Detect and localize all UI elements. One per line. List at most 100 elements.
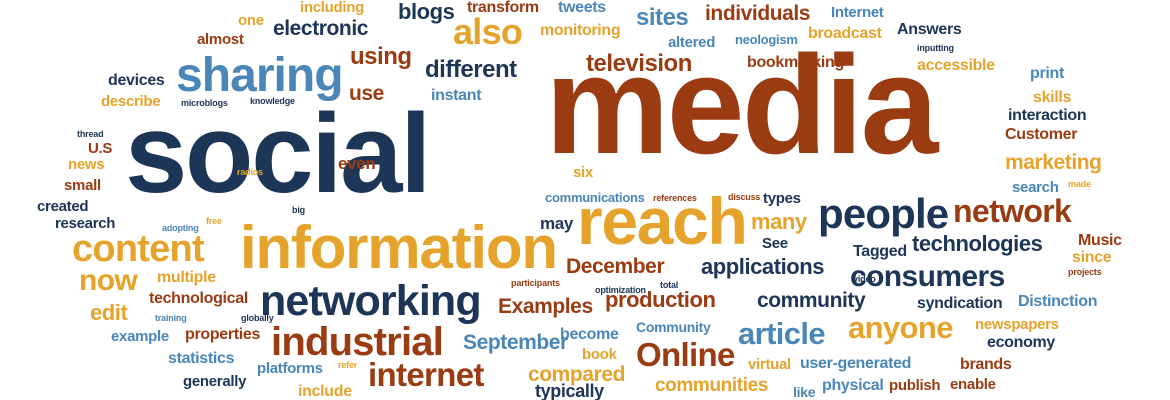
word: Answers [897,21,962,38]
word: publish [889,377,941,394]
word: microblogs [181,98,228,108]
word: search [1012,179,1059,196]
word: Internet [831,4,884,21]
word: accessible [917,57,995,74]
word: Distinction [1018,293,1098,310]
word: free [206,216,222,226]
word: use [349,82,384,105]
word: platforms [257,360,323,377]
word: many [751,209,807,234]
word: people [818,190,949,237]
word: instant [431,87,482,104]
word: generally [183,373,247,390]
word: community [757,289,866,312]
word: communities [655,375,769,396]
word: almost [197,31,244,48]
word: information [240,214,558,281]
word: Music [1078,232,1122,249]
word: anyone [848,310,953,345]
word: different [425,56,517,83]
word: neologism [735,32,798,47]
word: book [582,346,617,363]
word: edit [90,300,128,325]
word: multiple [157,269,216,286]
word: optimization [595,285,646,295]
word: compared [528,363,626,386]
word: video [853,274,876,284]
word: technologies [912,231,1043,256]
word: See [762,235,788,252]
word: altered [668,34,716,51]
word: discuss [728,192,761,202]
word: user-generated [800,355,912,372]
word: made [1068,179,1091,189]
word: individuals [705,2,811,25]
word: marketing [1005,151,1102,174]
word: communications [545,190,645,205]
word: enable [950,376,996,393]
word: physical [822,377,884,394]
word: one [238,12,264,29]
word: refer [338,360,358,370]
word: article [738,316,826,351]
word: properties [185,326,261,343]
word: Online [636,336,735,373]
word: total [660,280,679,290]
word: Community [636,319,711,335]
word: become [560,326,619,343]
word: devices [108,72,165,89]
word: example [111,328,169,345]
word: transform [467,0,539,16]
word: network [953,193,1072,229]
word: skills [1033,89,1072,106]
word: December [566,255,665,278]
word: Tagged [853,243,907,260]
word: statistics [168,350,235,367]
word: created [37,198,89,215]
word: references [653,193,697,203]
word: projects [1068,267,1102,277]
word: now [79,264,138,297]
word: big [292,205,305,215]
word: Examples [498,295,593,318]
word: adopting [162,223,199,233]
word: media [545,26,938,183]
word: using [350,43,412,70]
word: six [573,164,593,181]
word: Customer [1005,126,1078,143]
word: industrial [271,320,444,364]
word: U.S [88,140,113,157]
word: sharing [176,49,344,102]
word: interaction [1008,107,1087,124]
word: bookmarking [747,54,844,71]
word: content [72,228,205,270]
word: social [125,91,431,216]
word: participants [511,278,560,288]
word: brands [960,356,1012,373]
word: globally [241,313,274,323]
word: technological [149,290,248,307]
word: include [298,383,352,400]
word: applications [701,254,825,279]
word: tweets [558,0,606,16]
word: research [55,215,116,232]
word: sites [636,4,689,31]
word: like [793,384,816,400]
word: networking [260,277,482,325]
word: print [1030,65,1064,82]
word: describe [101,93,161,110]
word: blogs [398,0,455,24]
word: training [155,313,187,323]
word: typically [535,381,604,400]
word: inputting [917,43,954,53]
word: radios [237,167,263,177]
word: types [763,190,801,207]
word: thread [77,129,104,139]
word: television [586,50,692,77]
word: knowledge [250,96,295,106]
word: internet [368,356,484,393]
word: September [463,331,568,354]
word: small [64,177,101,194]
word: even [338,154,376,173]
